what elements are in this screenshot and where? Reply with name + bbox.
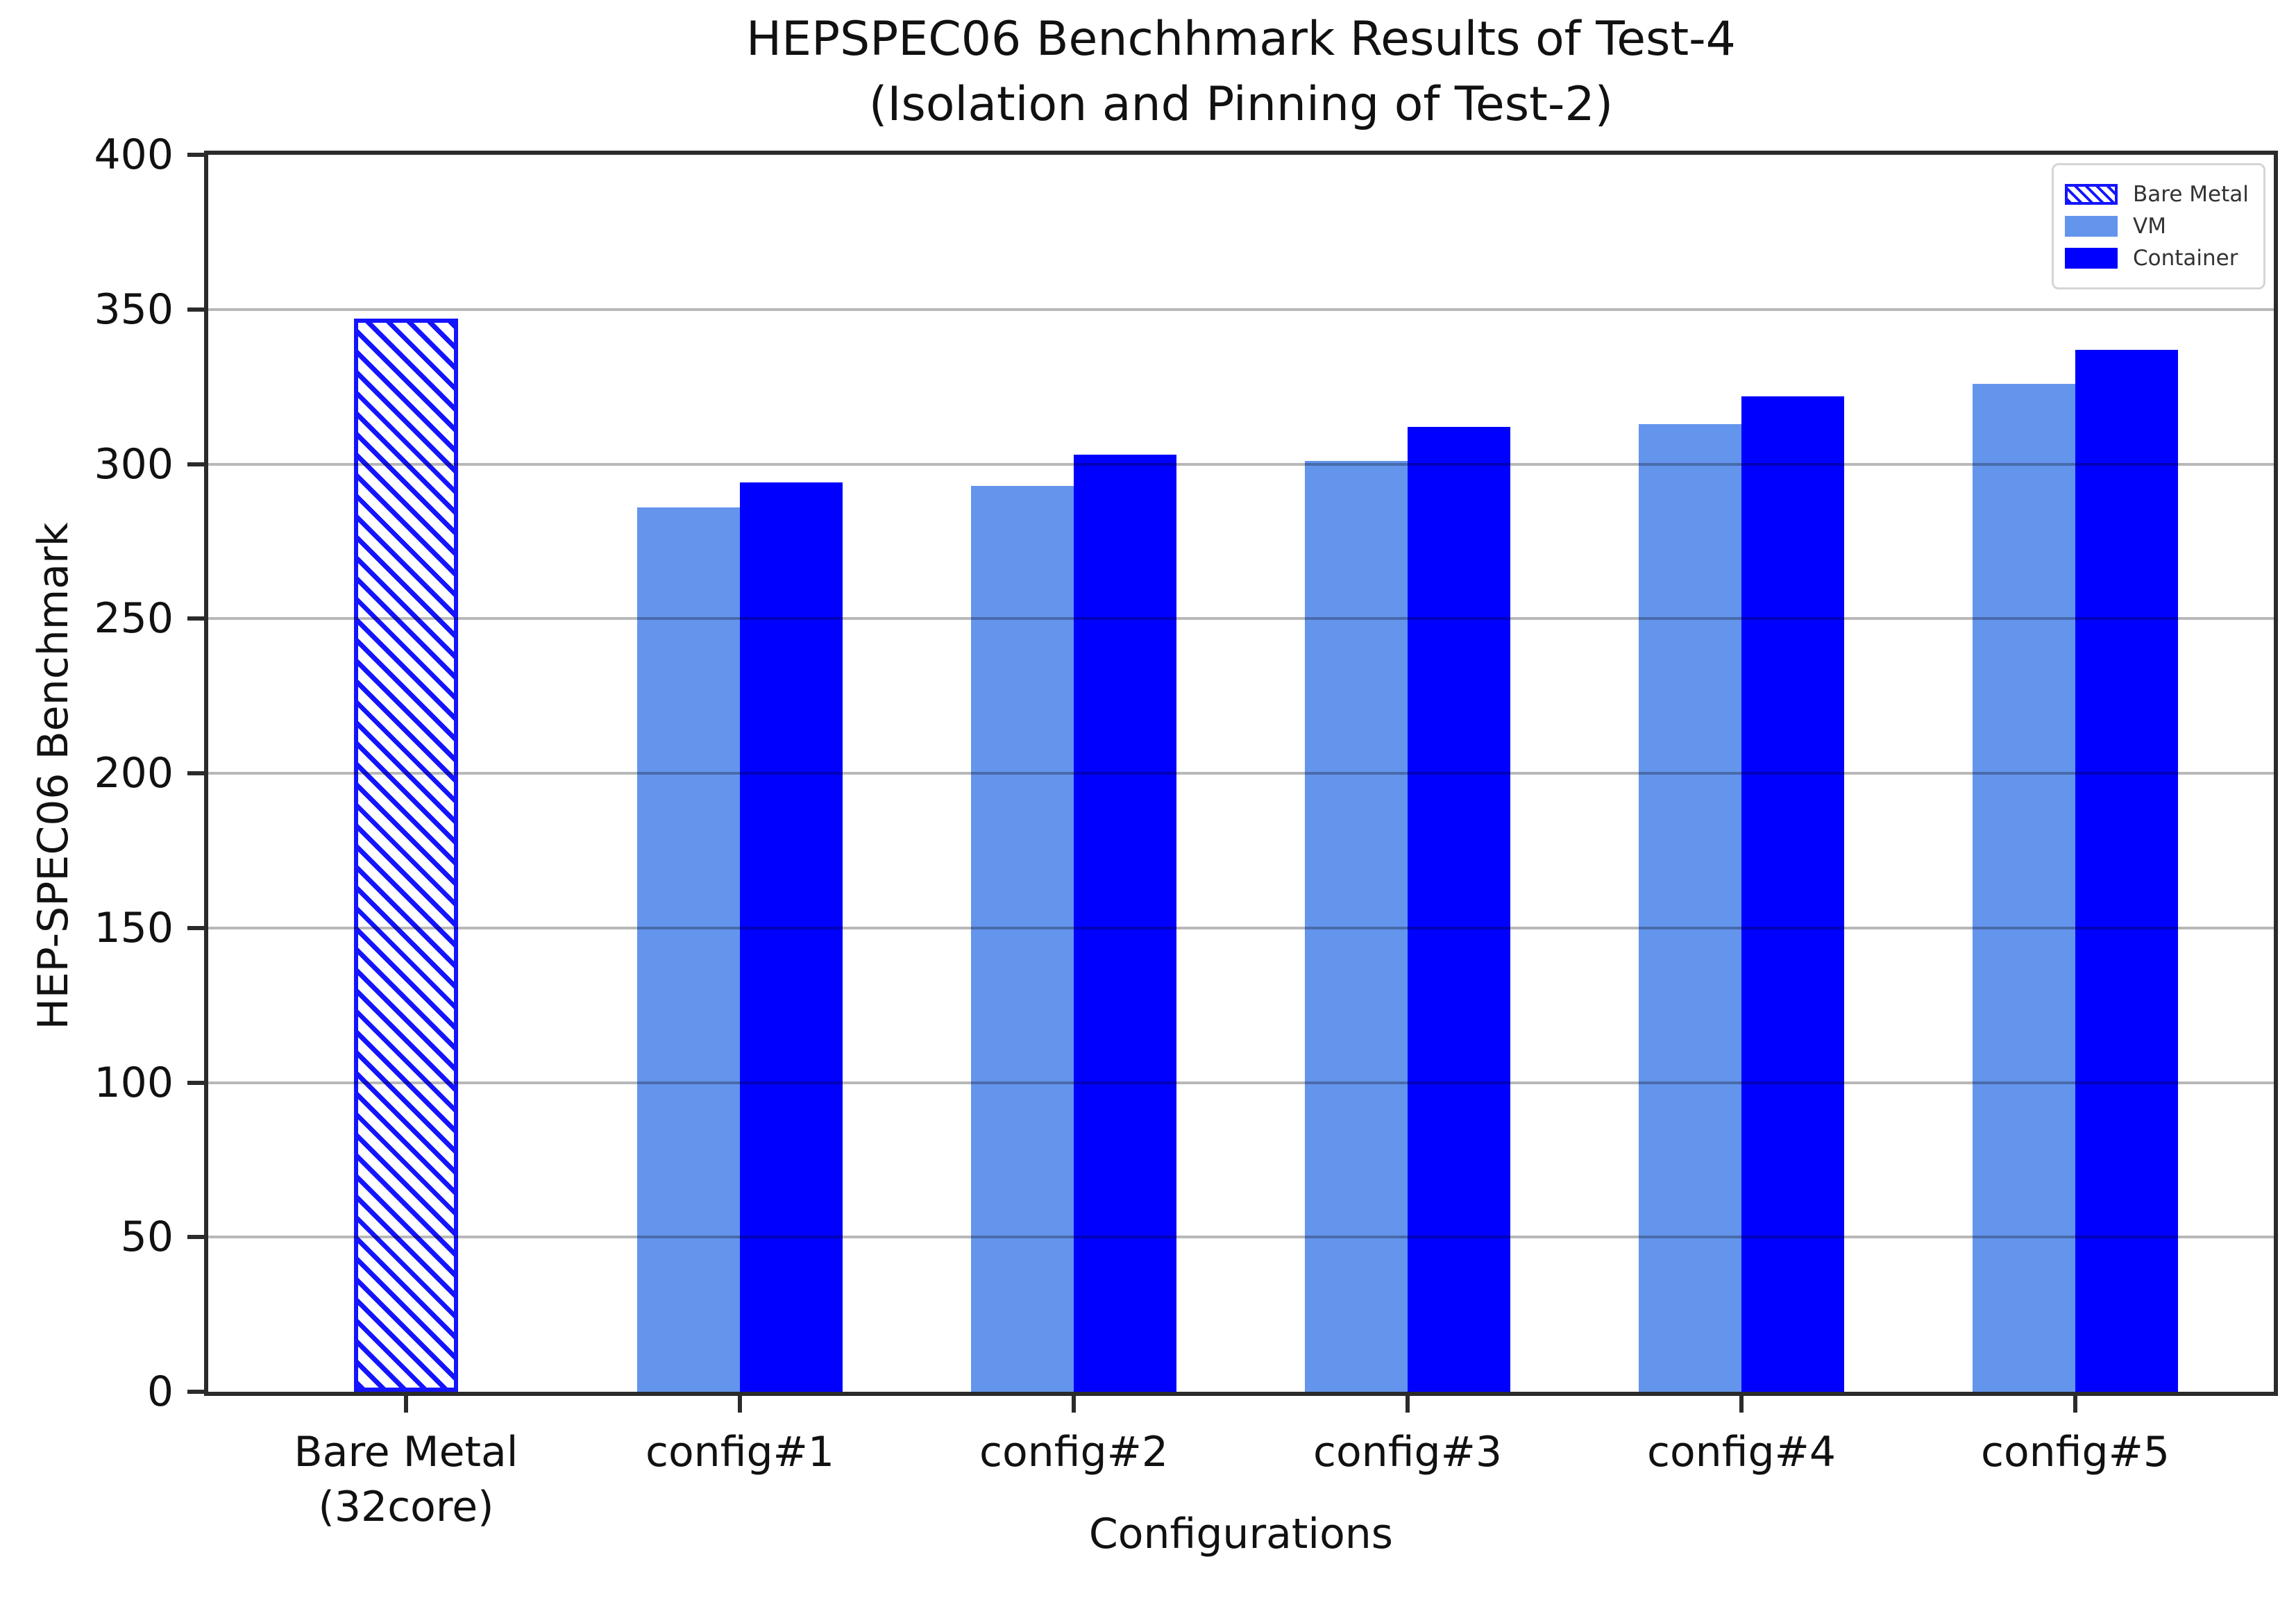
x-tick-label-2: config#2	[979, 1428, 1169, 1476]
bar-vm-cat5	[1973, 383, 2075, 1392]
x-tick-label-5: config#5	[1980, 1428, 2170, 1476]
y-tick-50	[187, 1235, 208, 1240]
x-tick-0	[404, 1392, 408, 1413]
bar-hatched-cat0	[354, 319, 458, 1392]
x-tick-label-1: config#1	[645, 1428, 835, 1476]
y-tick-400	[187, 153, 208, 157]
legend: Bare Metal VM Container	[2052, 163, 2265, 289]
gridline-50	[208, 1236, 2274, 1239]
chart-title-line2: (Isolation and Pinning of Test-2)	[868, 76, 1614, 132]
legend-label-bare-metal: Bare Metal	[2133, 182, 2249, 207]
legend-swatch-bare-metal-icon	[2065, 184, 2118, 205]
y-tick-label-250: 250	[94, 594, 174, 643]
bar-container-cat2	[1074, 455, 1176, 1392]
x-axis-label: Configurations	[1088, 1510, 1394, 1558]
x-tick-3	[1406, 1392, 1410, 1413]
legend-item-bare-metal: Bare Metal	[2065, 182, 2252, 207]
legend-label-vm: VM	[2133, 214, 2166, 239]
y-tick-200	[187, 771, 208, 775]
legend-item-container: Container	[2065, 246, 2252, 271]
bar-container-cat1	[740, 482, 843, 1392]
bar-vm-cat2	[971, 485, 1074, 1392]
bar-vm-cat3	[1305, 461, 1408, 1392]
bar-container-cat4	[1741, 396, 1844, 1392]
bar-vm-cat1	[637, 507, 740, 1392]
y-tick-0	[187, 1390, 208, 1394]
gridline-350	[208, 308, 2274, 311]
bar-vm-cat4	[1639, 423, 1741, 1392]
gridline-200	[208, 772, 2274, 775]
y-tick-300	[187, 462, 208, 466]
bar-container-cat3	[1408, 427, 1510, 1392]
y-tick-label-150: 150	[94, 903, 174, 952]
chart-title: HEPSPEC06 Benchhmark Results of Test-4 (…	[208, 7, 2274, 137]
x-tick-label-3: config#3	[1312, 1428, 1503, 1476]
y-tick-label-300: 300	[94, 439, 174, 489]
x-tick-label-4: config#4	[1646, 1428, 1837, 1476]
legend-label-container: Container	[2133, 246, 2238, 271]
y-tick-label-350: 350	[94, 285, 174, 334]
y-tick-250	[187, 616, 208, 621]
legend-swatch-container-icon	[2065, 248, 2118, 269]
gridline-150	[208, 926, 2274, 929]
bar-container-cat5	[2075, 349, 2178, 1392]
chart-title-line1: HEPSPEC06 Benchhmark Results of Test-4	[746, 12, 1736, 67]
x-tick-4	[1739, 1392, 1744, 1413]
y-tick-350	[187, 307, 208, 312]
x-tick-label-0: Bare Metal (32core)	[294, 1428, 518, 1532]
x-tick-2	[1072, 1392, 1076, 1413]
y-tick-label-100: 100	[94, 1058, 174, 1107]
y-tick-label-0: 0	[146, 1367, 174, 1416]
gridline-250	[208, 617, 2274, 621]
gridline-100	[208, 1081, 2274, 1084]
plot-area: Bare Metal VM Container	[204, 151, 2278, 1396]
y-tick-label-400: 400	[94, 130, 174, 179]
y-tick-label-200: 200	[94, 749, 174, 798]
y-tick-100	[187, 1080, 208, 1085]
legend-swatch-vm-icon	[2065, 216, 2118, 237]
x-tick-5	[2073, 1392, 2077, 1413]
y-tick-label-50: 50	[120, 1213, 174, 1262]
x-tick-1	[738, 1392, 742, 1413]
legend-item-vm: VM	[2065, 214, 2252, 239]
gridline-300	[208, 462, 2274, 466]
y-tick-150	[187, 925, 208, 930]
